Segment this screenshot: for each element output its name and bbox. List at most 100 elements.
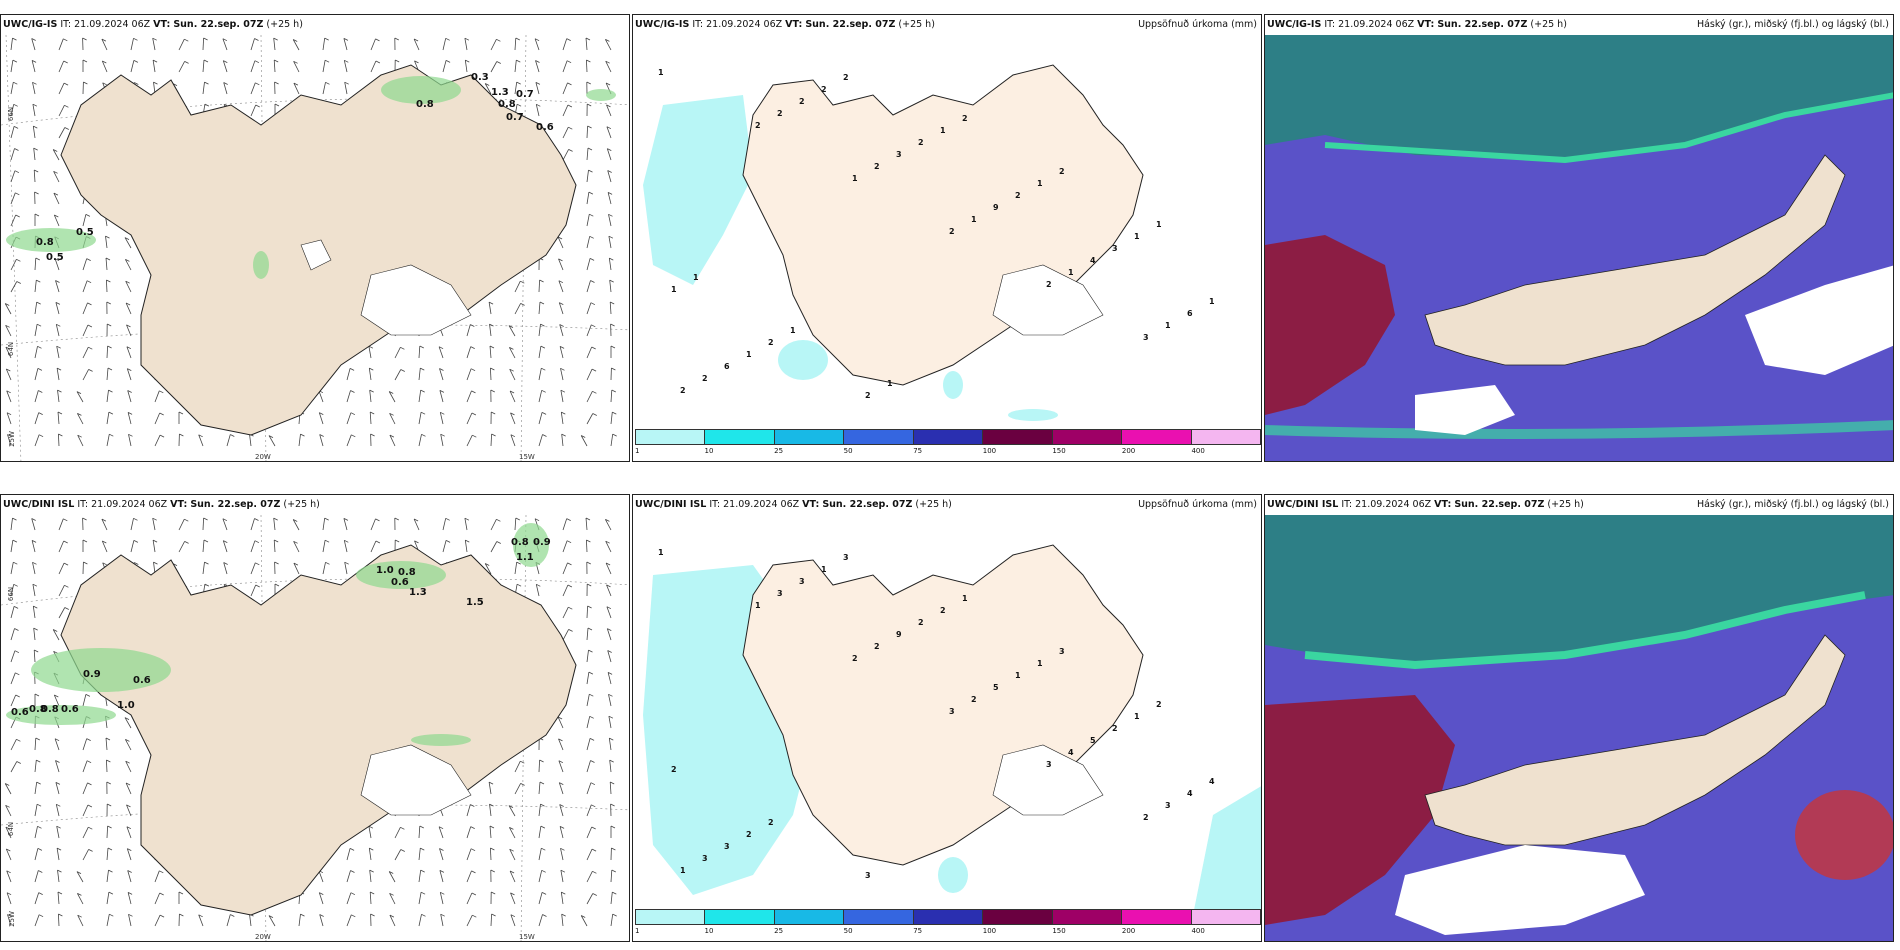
- wind-barb: [466, 346, 472, 359]
- wind-barb-flag: [591, 804, 596, 808]
- wind-barb-flag: [464, 37, 470, 41]
- wind-barb: [10, 281, 18, 293]
- precip-value: 2: [874, 642, 880, 651]
- wind-barb-flag: [471, 870, 476, 874]
- wind-barb: [298, 434, 301, 447]
- colorbar-segment: [913, 430, 984, 444]
- wind-barb-flag: [88, 346, 93, 350]
- wind-barb-flag: [539, 759, 544, 763]
- wind-label: 1.0: [117, 700, 135, 711]
- wind-barb: [154, 892, 161, 905]
- wind-barb-flag: [470, 346, 475, 349]
- wind-barb: [101, 38, 108, 51]
- wind-barb: [77, 435, 84, 447]
- wind-barb: [154, 870, 160, 883]
- wind-barb: [466, 435, 473, 447]
- wind-barb-flag: [591, 826, 596, 830]
- wind-barb-flag: [542, 914, 547, 917]
- wind-barb: [82, 369, 89, 381]
- wind-barb-flag: [465, 59, 470, 63]
- wind-barb: [606, 606, 612, 619]
- precip-value: 2: [971, 695, 977, 704]
- wind-barb-flag: [12, 59, 18, 63]
- wind-barb-flag: [34, 649, 39, 653]
- precip-value: 2: [918, 138, 924, 147]
- wind-barb-flag: [54, 258, 60, 262]
- wind-barb-flag: [589, 213, 594, 217]
- wind-barb: [538, 301, 541, 315]
- wind-barb: [154, 390, 160, 403]
- wind-barb: [489, 345, 492, 359]
- clear-sky-area: [1395, 845, 1645, 935]
- wind-barb: [128, 914, 132, 927]
- colorbar-segment: [774, 430, 845, 444]
- wind-barb: [418, 825, 421, 839]
- wind-barb: [609, 781, 612, 795]
- wind-barb: [510, 892, 516, 905]
- wind-barb: [34, 324, 38, 337]
- precip-value: 4: [1068, 748, 1074, 757]
- wind-barb-flag: [125, 782, 131, 786]
- wind-barb-flag: [536, 103, 541, 107]
- wind-barb-flag: [370, 891, 375, 895]
- iceland-landmass: [742, 544, 1144, 866]
- wind-barb-flag: [273, 517, 278, 521]
- wind-barb-flag: [125, 760, 130, 764]
- wind-barb: [440, 914, 444, 927]
- wind-barb: [250, 104, 257, 117]
- wind-barb: [466, 804, 471, 817]
- wind-barb-flag: [38, 390, 43, 393]
- colorbar-tick-label: 400: [1191, 927, 1205, 935]
- wind-barb: [514, 761, 521, 773]
- wind-barb-flag: [510, 914, 516, 918]
- wind-barb: [57, 891, 60, 905]
- wind-barb-flag: [389, 412, 394, 416]
- wind-barb-flag: [370, 433, 375, 437]
- wind-barb: [488, 782, 492, 795]
- wind-barb-flag: [203, 517, 208, 521]
- wind-barb: [250, 82, 256, 95]
- wind-barb: [106, 759, 108, 773]
- wind-barb: [538, 346, 542, 359]
- wind-barb-flag: [470, 804, 475, 807]
- wind-barb-flag: [559, 782, 564, 785]
- wind-barb: [490, 39, 497, 51]
- wind-map: 0.8 0.9 1.1 1.0 0.8 0.6 1.3 0.9 0.6 0.6 …: [1, 515, 629, 941]
- wind-barb: [346, 412, 352, 425]
- wind-barb: [52, 149, 60, 161]
- wind-barb-flag: [420, 891, 426, 895]
- wind-barb: [10, 60, 14, 73]
- wind-barb-flag: [489, 825, 495, 829]
- wind-barb: [418, 368, 421, 381]
- precip-value: 1: [1209, 297, 1215, 306]
- wind-barb-flag: [350, 390, 355, 393]
- wind-barb: [562, 518, 568, 531]
- teal-band-south: [1265, 420, 1893, 439]
- wind-label: 0.8: [511, 537, 529, 548]
- wind-barb: [438, 346, 444, 359]
- precip-numbers: 1 2 1 2 2 3 2 2 2 1 1 1 2 2 3 9 4 6 6 2 2 2 3 1 1 2 1 1 1 1 2 2 2 2 1 1 1 1: [658, 68, 1215, 400]
- wind-barb: [82, 280, 88, 293]
- wind-barb: [10, 584, 15, 597]
- wind-barb-flag: [102, 82, 107, 86]
- wind-barb: [127, 390, 132, 403]
- wind-barb-flag: [516, 561, 521, 565]
- wind-barb-flag: [611, 847, 616, 851]
- colorbar-segment: [1052, 910, 1123, 924]
- wind-barb-flag: [82, 517, 87, 521]
- wind-barb: [34, 848, 39, 861]
- wind-barb: [32, 126, 36, 139]
- wind-barb-flag: [274, 81, 279, 85]
- wind-barb-flag: [567, 104, 573, 108]
- wind-barb: [7, 914, 12, 927]
- wind-label: 0.8: [416, 99, 434, 110]
- wind-barb: [178, 39, 185, 51]
- wind-barb-flag: [178, 411, 184, 415]
- wind-barb: [418, 870, 422, 883]
- wind-barb: [58, 562, 65, 575]
- precip-value: 5: [1090, 736, 1096, 745]
- wind-barb-flag: [350, 412, 356, 416]
- wind-barb-flag: [394, 517, 399, 521]
- wind-barb: [10, 562, 14, 575]
- wind-barb: [538, 870, 543, 883]
